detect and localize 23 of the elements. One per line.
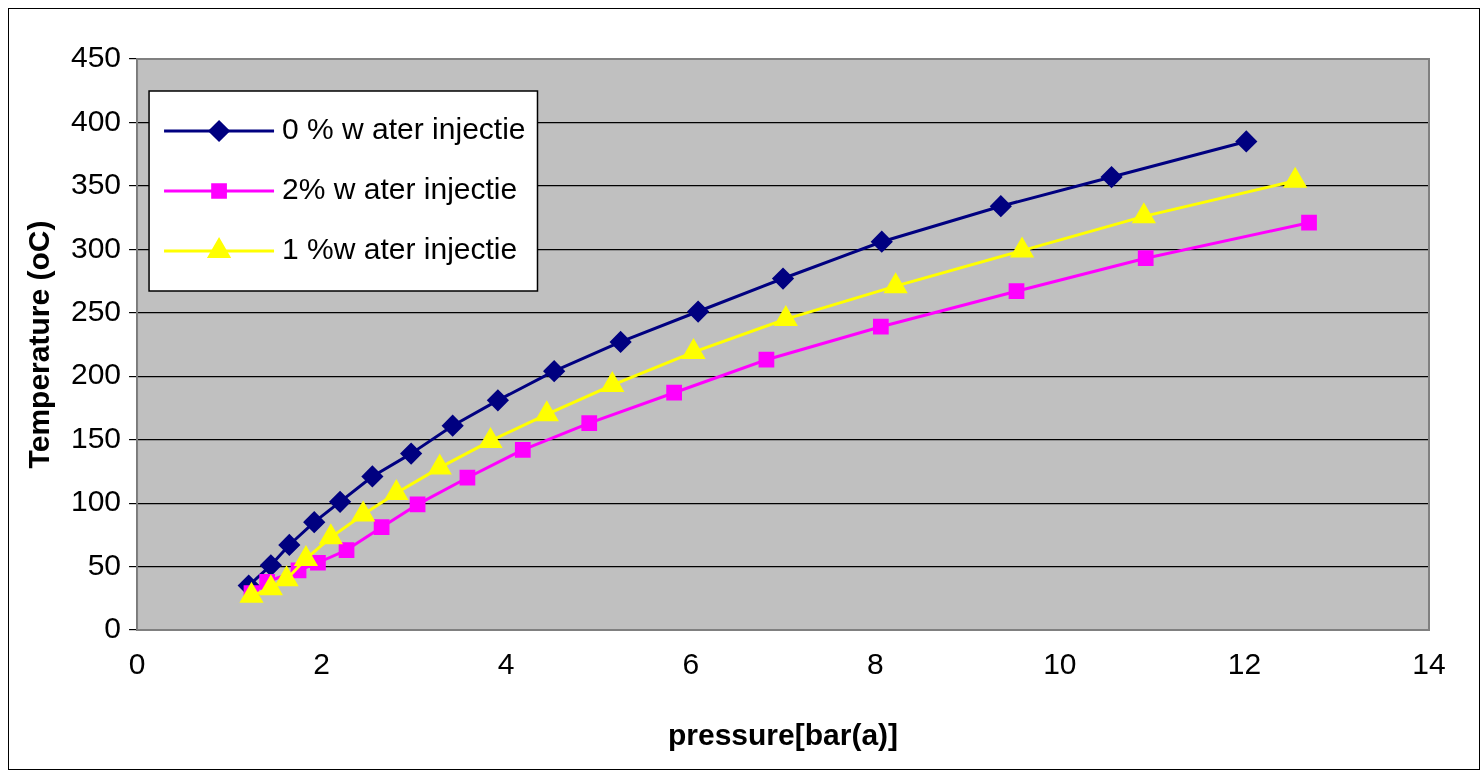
x-tick-label: 10 <box>1043 647 1077 681</box>
legend-label: 0 % w ater injectie <box>282 112 526 146</box>
y-tick-label: 0 <box>104 611 122 645</box>
legend-label: 2% w ater injectie <box>282 172 518 206</box>
x-tick-label: 2 <box>313 647 330 681</box>
y-tick-label: 350 <box>70 167 122 201</box>
y-tick-label: 450 <box>70 40 122 74</box>
x-tick-label: 12 <box>1227 647 1262 681</box>
y-tick-label: 150 <box>70 420 122 454</box>
y-tick-label: 50 <box>87 547 122 581</box>
y-axis-title: Temperature (oC) <box>22 220 56 469</box>
x-tick-label: 8 <box>866 647 884 681</box>
y-tick-label: 100 <box>70 484 122 518</box>
x-tick-label: 14 <box>1412 647 1446 681</box>
y-tick-label: 400 <box>70 103 122 137</box>
x-tick-label: 6 <box>682 647 700 681</box>
y-tick-label: 250 <box>70 294 122 328</box>
x-tick-label: 0 <box>128 647 146 681</box>
x-tick-label: 4 <box>497 647 515 681</box>
legend-label: 1 %w ater injectie <box>282 232 518 266</box>
y-tick-label: 300 <box>70 230 122 264</box>
x-axis-title: pressure[bar(a)] <box>667 718 899 752</box>
y-tick-label: 200 <box>70 357 122 391</box>
